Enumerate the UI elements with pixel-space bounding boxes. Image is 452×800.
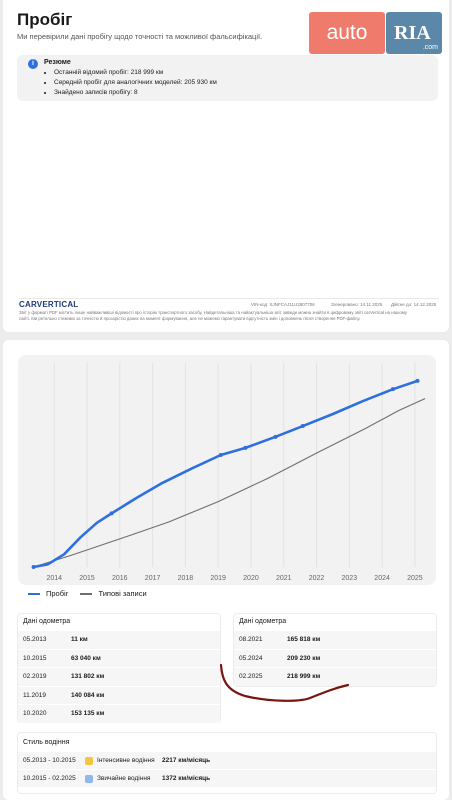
disclaimer-line: Звіт у форматі PDF містить лише найважли… [19, 310, 407, 315]
chart-legend: Пробіг Типові записи [28, 589, 147, 598]
odometer-table-left: Дані одометра 05.2013 11 км 10.2015 63 040… [17, 613, 221, 723]
info-icon: i [28, 59, 38, 69]
typical-series-line [33, 398, 426, 568]
summary-list: Останній відомий пробіг: 218 999 км Сере… [44, 68, 217, 98]
row-value: 131 802 км [71, 673, 105, 681]
summary-item: Останній відомий пробіг: 218 999 км [54, 68, 217, 78]
data-point [273, 434, 278, 439]
disclaimer-line: сайті. Ми ретельно стежимо за точністю й… [19, 316, 361, 321]
x-tick-label: 2018 [178, 575, 194, 582]
generated-date: Згенеровано: 14.11.2025 [331, 302, 383, 307]
table-row: 05.2024 209 230 км [234, 649, 436, 667]
autoria-logo-ria[interactable]: RIA .com [386, 12, 442, 54]
footer-divider [19, 298, 439, 299]
row-value: 11 км [71, 636, 88, 644]
legend-swatch-mileage [28, 592, 40, 595]
vin-code: VIN-код: SJNFCAJ11U2807706 [251, 302, 315, 307]
table-row: 11.2019 140 084 км [18, 686, 220, 704]
x-tick-label: 2016 [112, 575, 128, 582]
x-tick-label: 2021 [276, 575, 292, 582]
legend-label-mileage: Пробіг [46, 589, 69, 598]
odometer-table-right: Дані одометра 08.2021 165 818 км 05.2024 2… [233, 613, 437, 687]
summary-item: Знайдено записів пробігу: 8 [54, 88, 217, 98]
style-period: 05.2013 - 10.2015 [23, 757, 76, 764]
row-value: 63 040 км [71, 654, 101, 662]
row-value: 140 084 км [71, 691, 105, 699]
row-date: 10.2015 [23, 654, 47, 662]
valid-until-date: Дійсне до: 14.12.2025 [391, 302, 437, 307]
data-point [390, 387, 395, 392]
summary-item: Середній пробіг для аналогічних моделей:… [54, 78, 217, 88]
logo-ria-text: RIA [394, 22, 431, 44]
row-date: 08.2021 [239, 636, 263, 644]
row-date: 05.2024 [239, 654, 263, 662]
style-rate: 2217 км/місяць [162, 757, 211, 764]
mileage-series-line [32, 379, 419, 569]
table-header: Дані одометра [23, 618, 71, 625]
row-date: 11.2019 [23, 691, 47, 699]
x-tick-label: 2025 [407, 575, 423, 582]
data-point [243, 445, 248, 450]
x-tick-label: 2022 [309, 575, 325, 582]
row-date: 02.2019 [23, 673, 47, 681]
page-subtitle: Ми перевірили дані пробігу щодо точності… [17, 32, 263, 41]
x-tick-label: 2019 [210, 575, 226, 582]
x-tick-label: 2024 [374, 575, 390, 582]
x-tick-label: 2015 [79, 575, 95, 582]
style-period: 10.2015 - 02.2025 [23, 775, 76, 782]
summary-title: Резюме [44, 59, 71, 66]
data-point [31, 564, 36, 569]
page-title: Пробіг [17, 10, 73, 29]
style-rate: 1372 км/місяць [162, 775, 211, 782]
table-header: Дані одометра [239, 618, 287, 625]
autoria-logo-auto[interactable]: auto [309, 12, 385, 54]
table-row: 10.2015 63 040 км [18, 649, 220, 667]
table-row: 02.2025 218 999 км [234, 668, 436, 686]
data-point [218, 452, 223, 457]
style-label: Інтенсивне водіння [97, 757, 155, 764]
intense-driving-swatch [85, 756, 93, 765]
driving-style-row: 05.2013 - 10.2015 Інтенсивне водіння 221… [18, 752, 436, 769]
x-tick-label: 2023 [342, 575, 358, 582]
footer-disclaimer: Звіт у форматі PDF містить лише найважли… [19, 310, 439, 322]
row-date: 02.2025 [239, 673, 263, 681]
x-tick-label: 2014 [46, 575, 62, 582]
x-tick-label: 2017 [145, 575, 161, 582]
mileage-chart: 2014 2015 2016 2017 2018 2019 2020 2021 2022 2023… [18, 355, 436, 585]
legend-swatch-typical [80, 592, 93, 595]
row-value: 153 135 км [71, 710, 105, 718]
driving-style-row: 10.2015 - 02.2025 Звичайне водіння 1372 … [18, 770, 436, 787]
data-point [300, 424, 305, 429]
legend-label-typical: Типові записи [98, 589, 147, 598]
row-date: 05.2013 [23, 636, 47, 644]
summary-box: i Резюме Останній відомий пробіг: 218 99… [17, 55, 438, 101]
row-date: 10.2020 [23, 710, 47, 718]
row-value: 165 818 км [287, 636, 321, 644]
driving-style-panel: Стиль водіння 05.2013 - 10.2015 Інтенсив… [17, 732, 437, 794]
x-tick-label: 2020 [243, 575, 259, 582]
logo-auto-text: auto [326, 21, 368, 44]
row-value: 209 230 км [287, 654, 321, 662]
table-row: 08.2021 165 818 км [234, 631, 436, 649]
table-row: 02.2019 131 802 км [18, 668, 220, 686]
table-row: 10.2020 153 135 км [18, 705, 220, 723]
normal-driving-swatch [85, 774, 93, 783]
row-value: 218 999 км [287, 673, 321, 681]
data-point [109, 511, 114, 516]
handwritten-underline-annotation [219, 663, 350, 702]
mileage-summary-card: Пробіг Ми перевірили дані пробігу щодо т… [3, 0, 449, 332]
style-label: Звичайне водіння [97, 775, 151, 782]
table-row: 05.2013 11 км [18, 631, 220, 649]
driving-style-title: Стиль водіння [23, 739, 70, 746]
carvertical-logo: CARVERTICAL [19, 300, 79, 309]
logo-com-text: .com [422, 44, 438, 51]
mileage-chart-svg: 2014 2015 2016 2017 2018 2019 2020 2021 2022 2023… [31, 363, 426, 582]
data-point [415, 378, 420, 383]
